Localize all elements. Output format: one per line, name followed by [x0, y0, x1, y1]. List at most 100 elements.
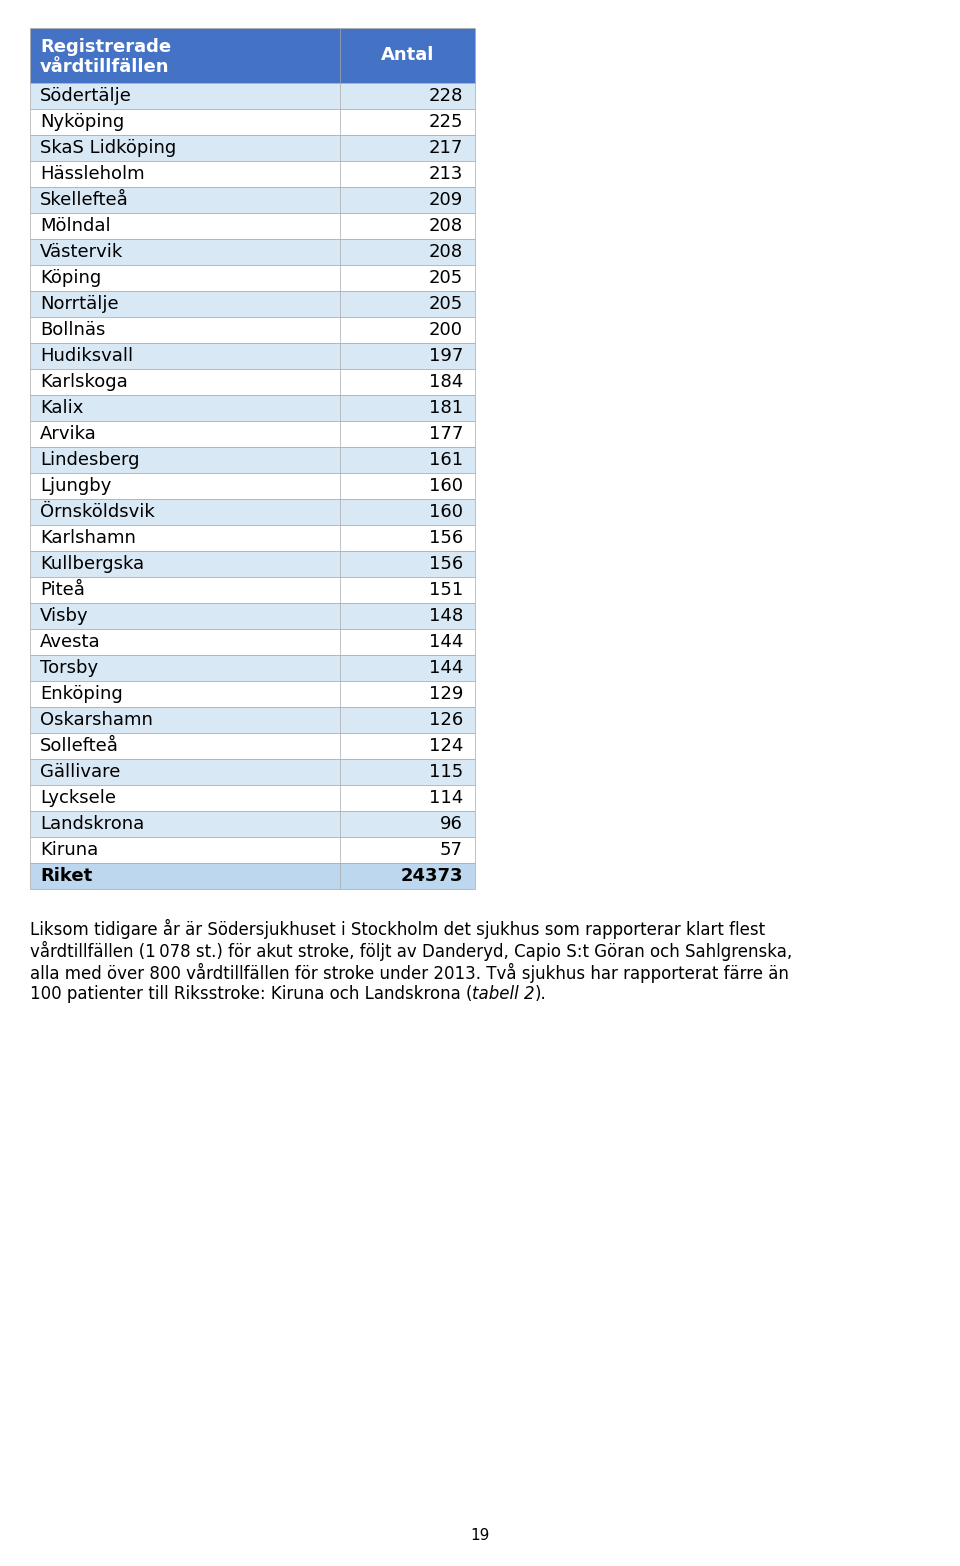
Text: 197: 197	[428, 348, 463, 365]
Text: Bollnäs: Bollnäs	[40, 321, 106, 338]
Text: 209: 209	[429, 191, 463, 208]
Text: Gällivare: Gällivare	[40, 763, 120, 781]
Text: Lycksele: Lycksele	[40, 789, 116, 806]
Bar	[30, 265, 475, 291]
Text: Oskarshamn: Oskarshamn	[40, 711, 153, 730]
Text: Lindesberg: Lindesberg	[40, 451, 139, 468]
Text: Antal: Antal	[381, 47, 434, 64]
Text: SkaS Lidköping: SkaS Lidköping	[40, 139, 177, 157]
Bar	[30, 370, 475, 395]
Bar	[30, 655, 475, 681]
Text: 148: 148	[429, 608, 463, 625]
Bar	[30, 785, 475, 811]
Bar	[30, 186, 475, 213]
Text: 57: 57	[440, 841, 463, 860]
Bar	[30, 811, 475, 836]
Text: 160: 160	[429, 478, 463, 495]
Text: Arvika: Arvika	[40, 424, 97, 443]
Text: Hässleholm: Hässleholm	[40, 164, 145, 183]
Text: 19: 19	[470, 1527, 490, 1543]
Text: 124: 124	[428, 738, 463, 755]
Bar	[30, 863, 475, 889]
Bar	[30, 291, 475, 316]
Text: 144: 144	[428, 659, 463, 677]
Bar	[30, 343, 475, 370]
Bar	[30, 836, 475, 863]
Text: Örnsköldsvik: Örnsköldsvik	[40, 503, 155, 521]
Text: 205: 205	[429, 269, 463, 287]
Text: Sollefteå: Sollefteå	[40, 738, 119, 755]
Text: 144: 144	[428, 633, 463, 651]
Bar	[30, 551, 475, 576]
Text: Karlskoga: Karlskoga	[40, 373, 128, 392]
Text: 161: 161	[429, 451, 463, 468]
Text: 126: 126	[429, 711, 463, 730]
Bar	[30, 161, 475, 186]
Text: 184: 184	[429, 373, 463, 392]
Text: tabell 2: tabell 2	[472, 985, 535, 1002]
Text: ).: ).	[535, 985, 547, 1002]
Text: 115: 115	[429, 763, 463, 781]
Bar	[30, 706, 475, 733]
Bar	[30, 395, 475, 421]
Text: 181: 181	[429, 399, 463, 417]
Text: 177: 177	[428, 424, 463, 443]
Bar	[30, 213, 475, 240]
Text: Riket: Riket	[40, 868, 92, 885]
Text: Enköping: Enköping	[40, 684, 123, 703]
Text: 129: 129	[428, 684, 463, 703]
Text: Torsby: Torsby	[40, 659, 98, 677]
Bar	[30, 316, 475, 343]
Text: vårdtillfällen (1 078 st.) för akut stroke, följt av Danderyd, Capio S:t Göran o: vårdtillfällen (1 078 st.) för akut stro…	[30, 941, 792, 962]
Text: 208: 208	[429, 243, 463, 262]
Text: Landskrona: Landskrona	[40, 814, 144, 833]
Text: Kullbergska: Kullbergska	[40, 554, 144, 573]
Text: 151: 151	[429, 581, 463, 600]
Bar	[30, 240, 475, 265]
Text: Piteå: Piteå	[40, 581, 84, 600]
Text: Skellefteå: Skellefteå	[40, 191, 129, 208]
Text: Avesta: Avesta	[40, 633, 101, 651]
Text: 156: 156	[429, 529, 463, 547]
Bar	[30, 473, 475, 500]
Text: vårdtillfällen: vårdtillfällen	[40, 58, 170, 77]
Text: 24373: 24373	[400, 868, 463, 885]
Text: Registrerade: Registrerade	[40, 38, 171, 56]
Bar	[30, 576, 475, 603]
Bar	[30, 525, 475, 551]
Text: Kiruna: Kiruna	[40, 841, 98, 860]
Bar	[30, 603, 475, 630]
Text: 208: 208	[429, 218, 463, 235]
Bar	[30, 733, 475, 760]
Text: Köping: Köping	[40, 269, 101, 287]
Text: Norrtälje: Norrtälje	[40, 294, 119, 313]
Text: 114: 114	[429, 789, 463, 806]
Text: Södertälje: Södertälje	[40, 88, 132, 105]
Text: 160: 160	[429, 503, 463, 521]
Text: Karlshamn: Karlshamn	[40, 529, 136, 547]
Text: 228: 228	[428, 88, 463, 105]
Text: 156: 156	[429, 554, 463, 573]
Text: 100 patienter till Riksstroke: Kiruna och Landskrona (: 100 patienter till Riksstroke: Kiruna oc…	[30, 985, 472, 1002]
Text: 200: 200	[429, 321, 463, 338]
Bar	[30, 83, 475, 110]
Text: 205: 205	[429, 294, 463, 313]
Bar	[30, 500, 475, 525]
Bar	[30, 110, 475, 135]
Bar	[30, 446, 475, 473]
Bar	[30, 28, 475, 83]
Bar	[30, 681, 475, 706]
Text: 213: 213	[428, 164, 463, 183]
Text: 217: 217	[428, 139, 463, 157]
Bar	[30, 135, 475, 161]
Text: Västervik: Västervik	[40, 243, 123, 262]
Text: Nyköping: Nyköping	[40, 113, 124, 132]
Text: Hudiksvall: Hudiksvall	[40, 348, 133, 365]
Text: 96: 96	[440, 814, 463, 833]
Bar	[30, 630, 475, 655]
Text: alla med över 800 vårdtillfällen för stroke under 2013. Två sjukhus har rapporte: alla med över 800 vårdtillfällen för str…	[30, 963, 789, 983]
Bar	[30, 760, 475, 785]
Text: Kalix: Kalix	[40, 399, 84, 417]
Text: Liksom tidigare år är Södersjukhuset i Stockholm det sjukhus som rapporterar kla: Liksom tidigare år är Södersjukhuset i S…	[30, 919, 765, 940]
Text: 225: 225	[428, 113, 463, 132]
